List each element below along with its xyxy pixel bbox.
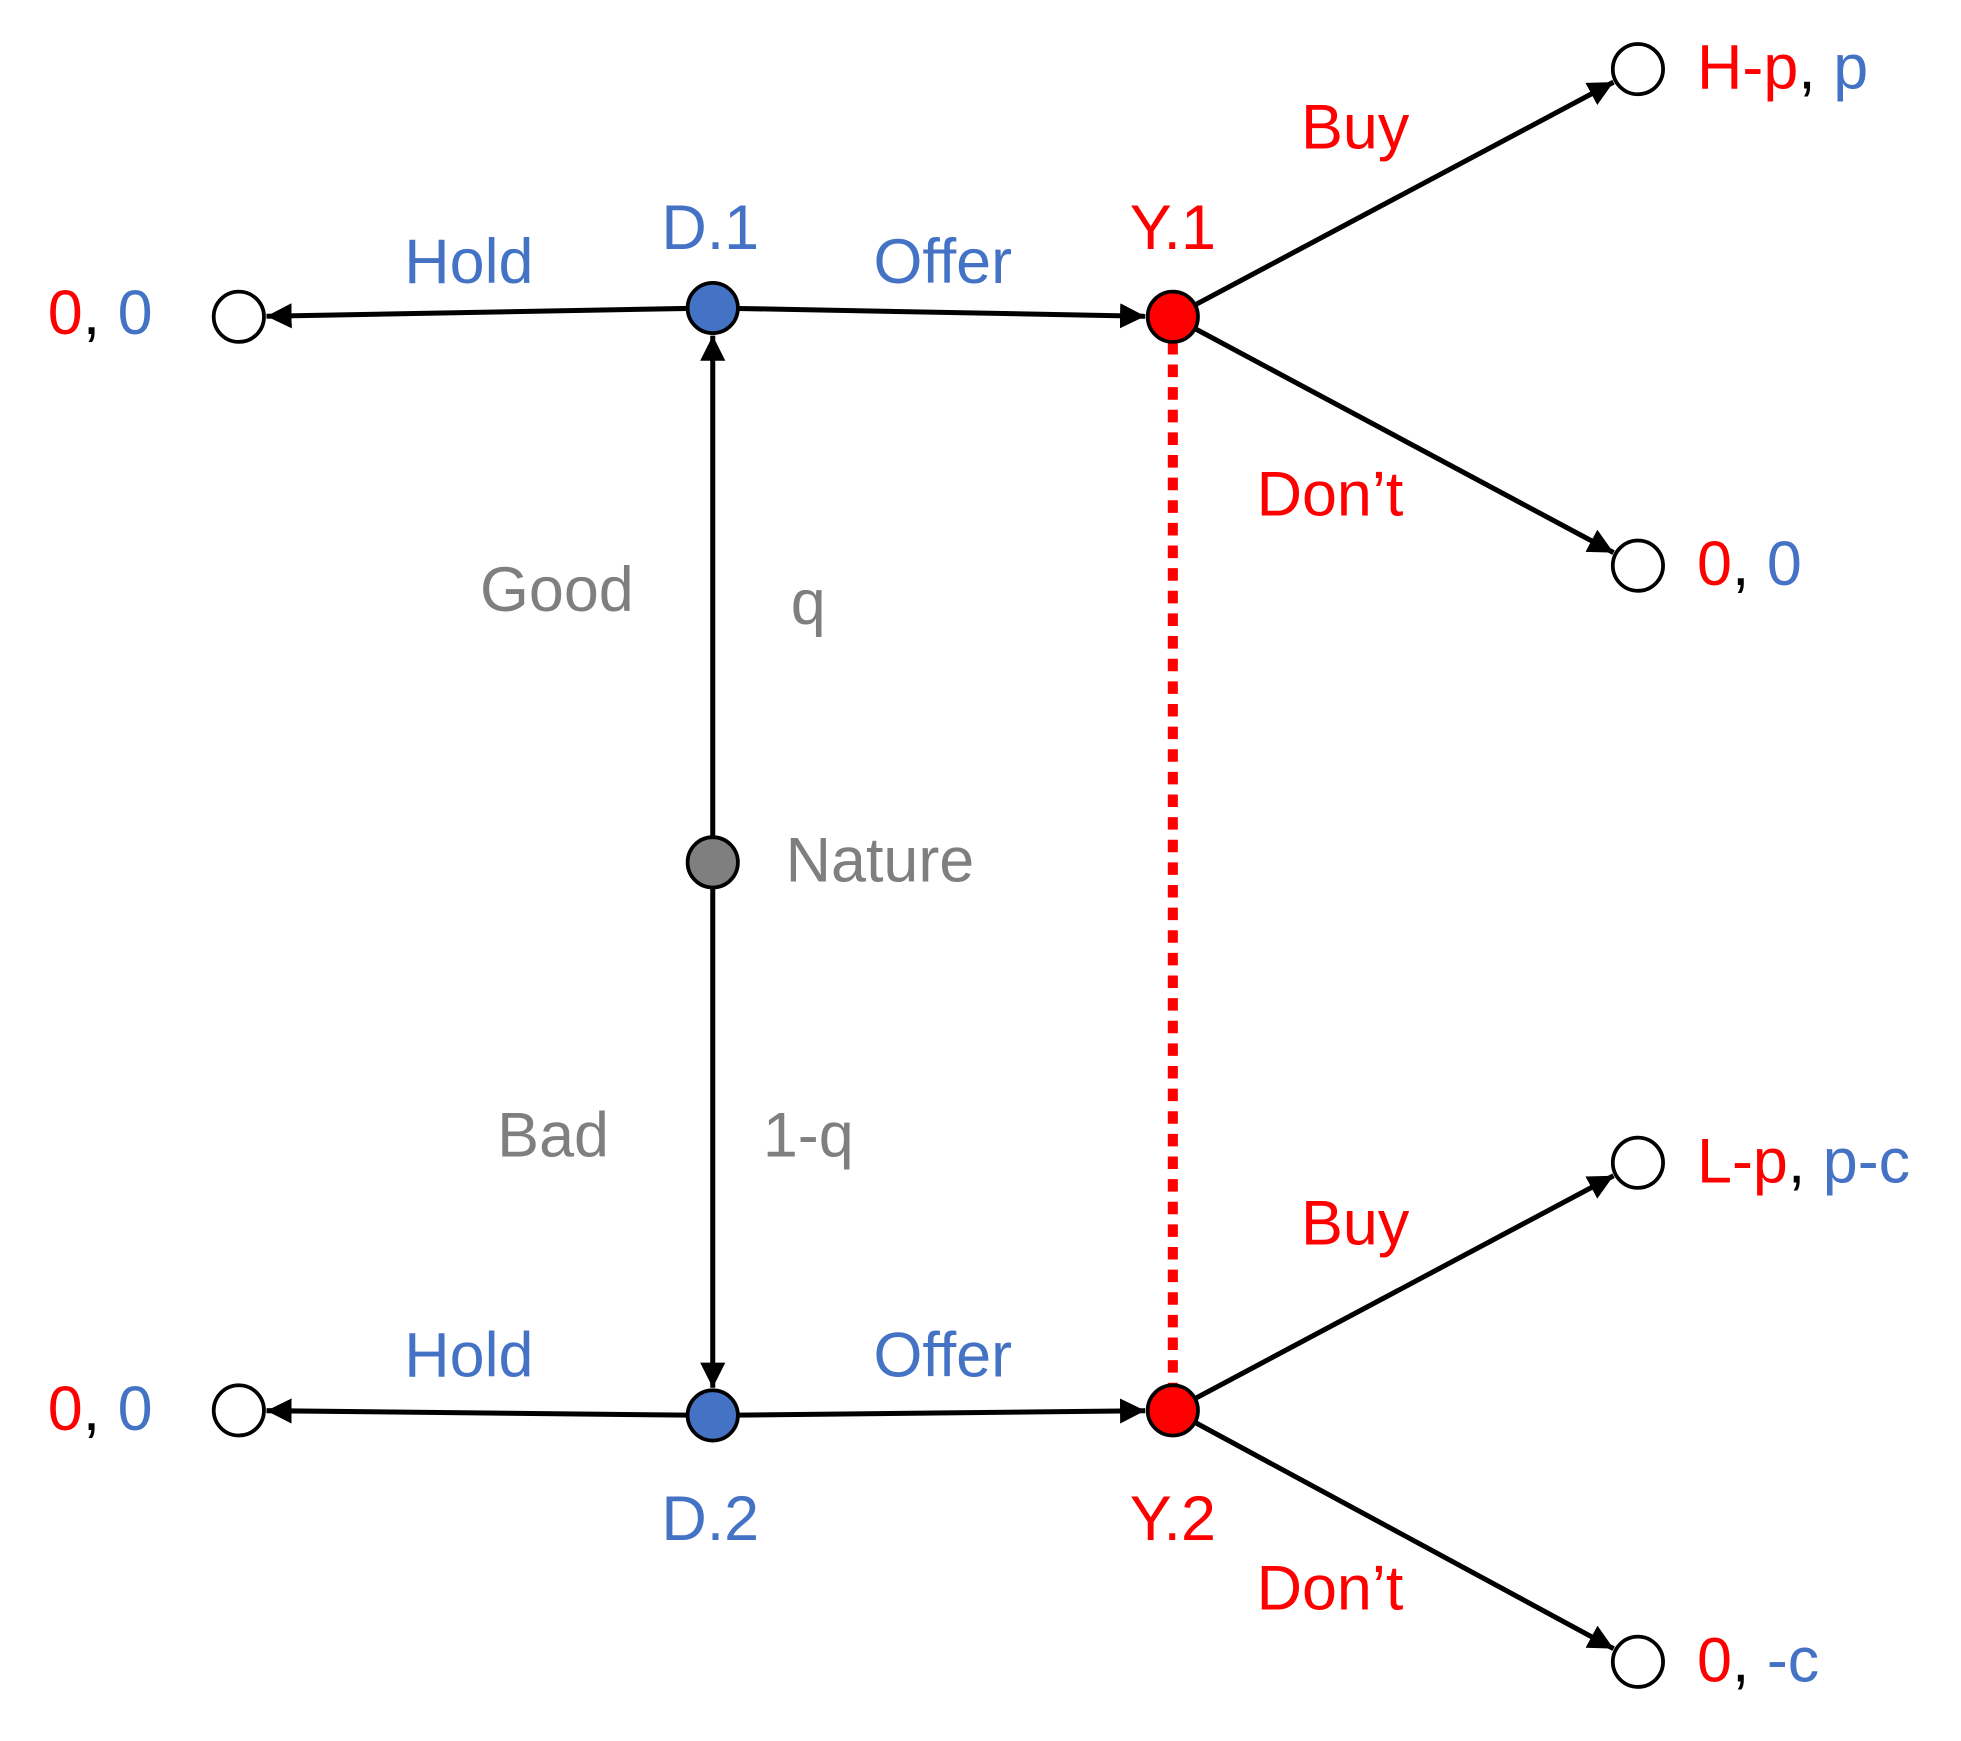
payoff-part: p-c — [1823, 1126, 1910, 1196]
terminal-node — [1610, 42, 1665, 97]
payoff-part: -c — [1767, 1625, 1819, 1695]
terminal-node — [211, 289, 266, 344]
edge-label: Hold — [404, 227, 533, 297]
payoff-part: 0 — [1697, 529, 1732, 599]
edge-label: Offer — [874, 227, 1013, 297]
payoff-part: , — [1732, 1625, 1767, 1695]
payoff-part: p — [1833, 32, 1868, 102]
payoff: 0, -c — [1697, 1625, 1819, 1695]
edge-label: Good — [480, 555, 634, 625]
terminal-node — [1610, 1634, 1665, 1689]
payoff: H-p, p — [1697, 32, 1868, 102]
edge-label: Hold — [404, 1321, 533, 1391]
payoff-part: H-p — [1697, 32, 1798, 102]
probability: 1-q — [763, 1101, 854, 1171]
payoff-part: , — [1798, 32, 1833, 102]
payoff-part: 0 — [1697, 1625, 1732, 1695]
edge-label: Don’t — [1257, 1553, 1404, 1623]
payoff-part: , — [1788, 1126, 1823, 1196]
terminal-node — [211, 1383, 266, 1438]
payoff-part: L-p — [1697, 1126, 1788, 1196]
payoff: 0, 0 — [48, 1374, 153, 1444]
payoff-part: , — [83, 277, 118, 347]
payoff-part: 0 — [48, 1374, 83, 1444]
payoff: 0, 0 — [48, 277, 153, 347]
terminal-node — [1610, 538, 1665, 593]
edge-dont — [1193, 326, 1615, 555]
payoff-part: 0 — [48, 277, 83, 347]
terminal-node — [1610, 1135, 1665, 1190]
edge-label: Buy — [1301, 1189, 1410, 1259]
decision-node — [685, 280, 740, 336]
edge-label: Offer — [874, 1321, 1013, 1391]
node-label: D.1 — [661, 193, 759, 263]
node-label: D.2 — [661, 1484, 759, 1554]
edge-offer — [737, 303, 1146, 329]
edge-buy — [1193, 79, 1615, 308]
node-label: Y.1 — [1130, 193, 1216, 263]
edge-dont — [1193, 1420, 1615, 1651]
edge-hold — [266, 303, 688, 329]
payoff-part: , — [83, 1374, 118, 1444]
node-label: Nature — [786, 825, 975, 895]
payoff: L-p, p-c — [1697, 1126, 1910, 1196]
edge-label: Bad — [497, 1101, 609, 1171]
payoff-part: , — [1732, 529, 1767, 599]
edge-buy — [1193, 1173, 1615, 1401]
edge-label: Buy — [1301, 93, 1410, 163]
decision-node — [1145, 1383, 1200, 1438]
node-label: Y.2 — [1130, 1484, 1216, 1554]
probability: q — [791, 568, 826, 638]
payoff-part: 0 — [1767, 529, 1802, 599]
payoff-part: 0 — [118, 277, 153, 347]
edge-hold — [266, 1398, 688, 1424]
decision-node — [685, 1388, 740, 1443]
payoff-part: 0 — [118, 1374, 153, 1444]
decision-node — [685, 835, 740, 890]
decision-node — [1145, 289, 1200, 344]
edge-label: Don’t — [1257, 460, 1404, 530]
edge-offer — [737, 1398, 1146, 1424]
payoff: 0, 0 — [1697, 529, 1802, 599]
